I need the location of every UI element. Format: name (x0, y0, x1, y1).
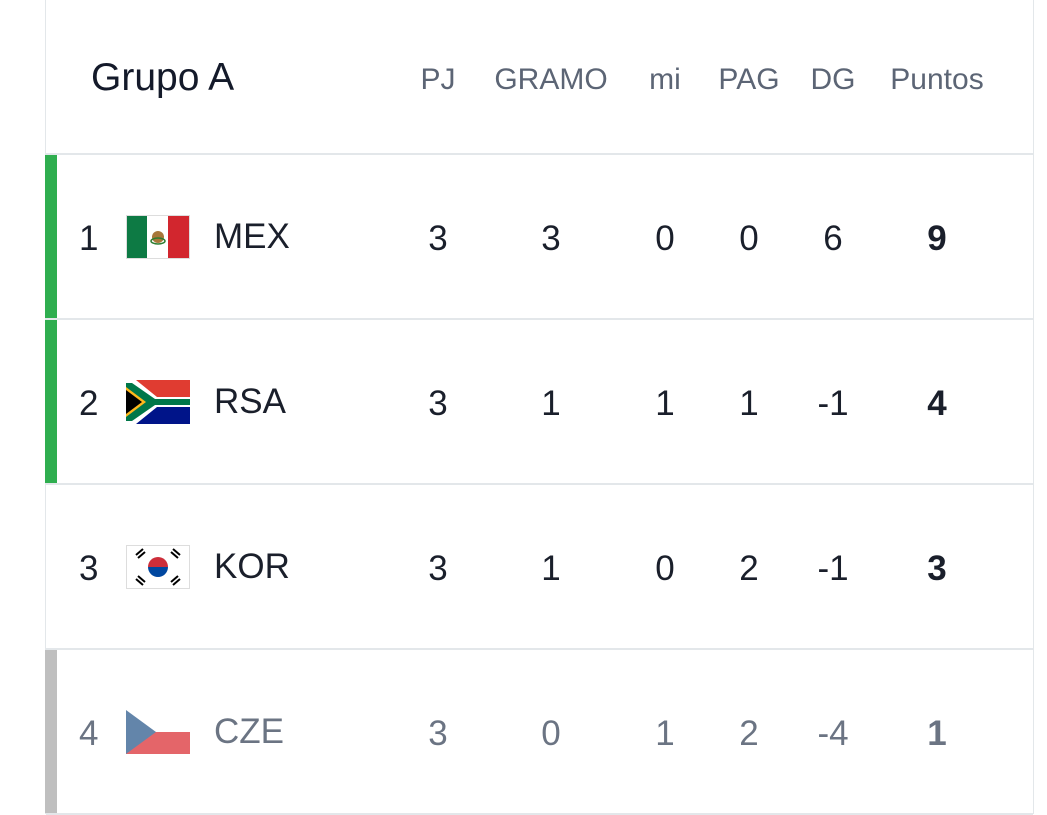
team-code: MEX (214, 217, 290, 256)
flag (126, 380, 190, 424)
flag (126, 215, 190, 259)
team-row[interactable]: 2 RSA 3 1 1 1 -1 4 (45, 320, 1033, 485)
team-row[interactable]: 3 KOR 3 1 0 2 -1 3 (46, 485, 1033, 650)
status-bar (45, 650, 57, 813)
team-row[interactable]: 4 CZE 3 0 1 2 -4 1 (45, 650, 1033, 815)
stat: 3 (428, 219, 448, 258)
rank: 3 (79, 549, 99, 588)
team-code: RSA (214, 382, 286, 421)
points: 4 (927, 384, 947, 423)
stat: 3 (541, 219, 561, 258)
stat: 6 (823, 219, 843, 258)
stat: 3 (428, 384, 448, 423)
stat: 1 (541, 549, 561, 588)
stat: 0 (655, 219, 675, 258)
stat: 1 (655, 384, 675, 423)
standings-card: Grupo A PJ GRAMO mi PAG DG Puntos 1 MEX 3 3 0 0 6 9 … (45, 0, 1034, 815)
stat: 2 (739, 549, 759, 588)
stat: 1 (541, 384, 561, 423)
team-code: CZE (214, 712, 284, 751)
column-header: PAG (718, 63, 780, 96)
stat: -1 (817, 549, 849, 588)
header: Grupo A PJ GRAMO mi PAG DG Puntos (46, 0, 1033, 155)
rank: 1 (79, 219, 99, 258)
column-header: mi (649, 63, 681, 96)
stat: 0 (739, 219, 759, 258)
column-header: PJ (420, 63, 456, 96)
stat: -4 (817, 714, 849, 753)
stat: 2 (739, 714, 759, 753)
stat: 0 (655, 549, 675, 588)
stat: 0 (541, 714, 561, 753)
status-bar (45, 155, 57, 318)
stat: -1 (817, 384, 849, 423)
rank: 2 (79, 384, 99, 423)
stat: 1 (739, 384, 759, 423)
stat: 1 (655, 714, 675, 753)
points: 1 (927, 714, 947, 753)
column-header: Puntos (890, 63, 984, 96)
flag (126, 710, 190, 754)
group-title: Grupo A (91, 56, 235, 99)
points: 9 (927, 219, 947, 258)
status-bar (45, 320, 57, 483)
stat: 3 (428, 714, 448, 753)
points: 3 (927, 549, 947, 588)
rank: 4 (79, 714, 99, 753)
team-row[interactable]: 1 MEX 3 3 0 0 6 9 (45, 155, 1033, 320)
team-code: KOR (214, 547, 290, 586)
column-header: DG (810, 63, 856, 96)
stat: 3 (428, 549, 448, 588)
column-header: GRAMO (494, 63, 608, 96)
flag (126, 545, 190, 589)
